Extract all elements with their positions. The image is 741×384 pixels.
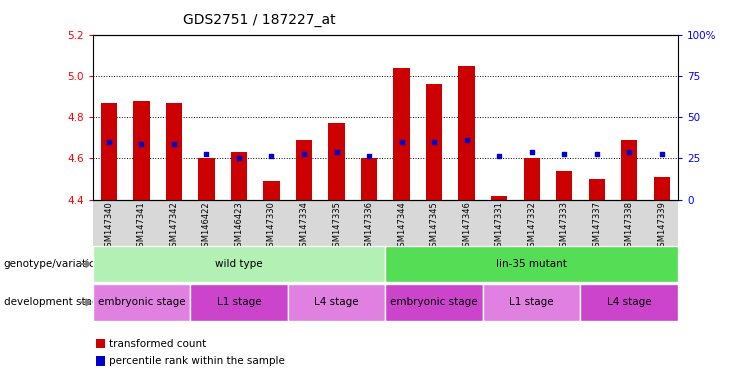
Point bbox=[298, 151, 310, 157]
Point bbox=[396, 139, 408, 145]
Point bbox=[428, 139, 440, 145]
Point bbox=[265, 153, 277, 159]
Point bbox=[103, 139, 115, 145]
Bar bbox=[166, 103, 182, 200]
Point bbox=[201, 151, 213, 157]
Point bbox=[136, 141, 147, 147]
Text: L1 stage: L1 stage bbox=[509, 297, 554, 308]
Text: GDS2751 / 187227_at: GDS2751 / 187227_at bbox=[183, 13, 336, 27]
Point bbox=[525, 149, 537, 155]
Text: embryonic stage: embryonic stage bbox=[391, 297, 478, 308]
Text: L1 stage: L1 stage bbox=[216, 297, 262, 308]
Bar bbox=[296, 140, 312, 200]
Text: embryonic stage: embryonic stage bbox=[98, 297, 185, 308]
Point bbox=[363, 153, 375, 159]
Text: transformed count: transformed count bbox=[109, 339, 206, 349]
Point bbox=[656, 151, 668, 157]
Point bbox=[494, 153, 505, 159]
Point bbox=[461, 137, 473, 143]
Bar bbox=[426, 84, 442, 200]
Point bbox=[330, 149, 342, 155]
Point bbox=[168, 141, 180, 147]
Text: lin-35 mutant: lin-35 mutant bbox=[496, 259, 567, 269]
Bar bbox=[588, 179, 605, 200]
Bar bbox=[621, 140, 637, 200]
Text: L4 stage: L4 stage bbox=[607, 297, 651, 308]
Bar bbox=[199, 159, 215, 200]
Bar bbox=[101, 103, 117, 200]
Bar bbox=[231, 152, 247, 200]
Bar bbox=[393, 68, 410, 200]
Bar bbox=[654, 177, 670, 200]
Text: L4 stage: L4 stage bbox=[314, 297, 359, 308]
Text: genotype/variation: genotype/variation bbox=[4, 259, 103, 269]
Bar bbox=[524, 159, 539, 200]
Bar bbox=[491, 195, 508, 200]
Text: percentile rank within the sample: percentile rank within the sample bbox=[109, 356, 285, 366]
Point bbox=[591, 151, 602, 157]
Point bbox=[233, 156, 245, 162]
Bar bbox=[328, 123, 345, 200]
Text: wild type: wild type bbox=[215, 259, 263, 269]
Bar bbox=[133, 101, 150, 200]
Bar bbox=[361, 159, 377, 200]
Point bbox=[558, 151, 570, 157]
Bar bbox=[263, 181, 279, 200]
Bar bbox=[556, 171, 572, 200]
Bar bbox=[459, 66, 475, 200]
Text: development stage: development stage bbox=[4, 297, 104, 308]
Point bbox=[623, 149, 635, 155]
